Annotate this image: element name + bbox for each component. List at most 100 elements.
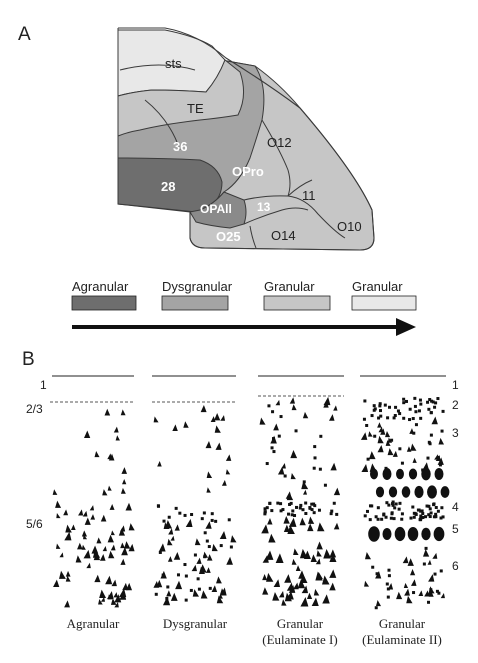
neuron-cell: [100, 596, 105, 602]
neuron-cell: [419, 514, 423, 518]
neuron-cell: [289, 501, 293, 505]
label-te: TE: [187, 101, 204, 116]
neuron-cell: [107, 534, 114, 543]
neuron-cell: [410, 568, 416, 576]
neuron-cell: [411, 417, 415, 421]
neuron-cell: [263, 510, 267, 514]
neuron-cell: [199, 566, 206, 575]
neuron-cell: [291, 558, 297, 565]
neuron-cell: [304, 511, 308, 515]
neuron-cell: [273, 423, 279, 431]
neuron-cell: [368, 431, 373, 437]
neuron-cell: [396, 468, 404, 480]
neuron-cell: [419, 416, 423, 420]
neuron-cell: [218, 593, 223, 599]
neuron-cell: [427, 513, 431, 517]
neuron-cell: [439, 516, 443, 520]
neuron-cell: [329, 549, 337, 558]
neuron-cell: [277, 466, 285, 475]
neuron-cell: [377, 435, 384, 444]
neuron-cell: [120, 487, 126, 494]
neuron-cell: [184, 598, 188, 602]
neuron-cell: [276, 501, 280, 505]
column-title-agranular: Agranular: [67, 616, 120, 631]
neuron-cell: [429, 411, 433, 415]
neuron-cell: [391, 502, 395, 506]
neuron-cell: [428, 574, 435, 582]
neuron-cell: [290, 472, 296, 480]
neuron-cell: [407, 558, 414, 566]
neuron-cell: [272, 450, 276, 454]
neuron-cell: [52, 489, 58, 495]
label-11: 11: [302, 188, 316, 203]
neuron-cell: [110, 544, 116, 551]
neuron-cell: [439, 569, 443, 573]
neuron-cell: [396, 591, 403, 600]
label-opro: OPro: [232, 164, 264, 179]
neuron-cell: [386, 416, 390, 420]
neuron-cell: [157, 461, 162, 467]
neuron-cell: [379, 414, 383, 418]
neuron-cell: [332, 501, 336, 505]
neuron-cell: [183, 563, 187, 567]
neuron-cell: [317, 522, 325, 532]
legend-label-agranular: Agranular: [72, 279, 129, 294]
neuron-cell: [267, 517, 273, 525]
neuron-cell: [421, 515, 425, 519]
neuron-cell: [128, 543, 135, 552]
neuron-cell: [412, 591, 416, 595]
neuron-cell: [317, 572, 323, 579]
neuron-cell: [421, 527, 431, 541]
neuron-cell: [418, 398, 422, 402]
neuron-cell: [108, 453, 115, 461]
neuron-cell: [429, 433, 433, 437]
layer-label-right-5: 5: [452, 522, 459, 536]
neuron-cell: [380, 517, 384, 521]
neuron-cell: [378, 402, 382, 406]
neuron-cell: [214, 425, 221, 433]
neuron-cell: [84, 430, 91, 438]
brain-map: [117, 27, 375, 251]
neuron-cell: [295, 565, 301, 571]
neuron-cell: [94, 574, 101, 583]
neuron-cell: [53, 579, 60, 588]
neuron-cell: [323, 548, 332, 559]
neuron-cell: [370, 414, 374, 418]
neuron-cell: [262, 555, 269, 563]
label-o12: O12: [267, 135, 292, 150]
neuron-cell: [98, 598, 103, 605]
neuron-cell: [404, 588, 410, 596]
neuron-cell: [270, 509, 274, 513]
neuron-cell: [313, 445, 317, 449]
neuron-cell: [316, 550, 322, 557]
neuron-cell: [99, 553, 106, 561]
neuron-cell: [259, 417, 266, 425]
neuron-cell: [329, 553, 337, 562]
neuron-cell: [392, 416, 396, 420]
neuron-cell: [120, 409, 126, 416]
neuron-cell: [416, 508, 420, 512]
neuron-cell: [178, 511, 182, 515]
neuron-cell: [426, 400, 430, 404]
neuron-cell: [183, 421, 189, 428]
layer-label-left-5-6: 5/6: [26, 517, 43, 531]
neuron-cell: [230, 535, 237, 543]
neuron-cell: [167, 515, 171, 519]
neuron-cell: [263, 512, 267, 516]
neuron-cell: [289, 397, 295, 404]
neuron-cell: [161, 573, 165, 577]
neuron-cell: [167, 556, 173, 562]
neuron-cell: [158, 543, 166, 552]
neuron-cell: [402, 556, 409, 564]
neuron-cell: [433, 405, 437, 409]
neuron-cell: [263, 507, 267, 511]
neuron-cell: [427, 559, 432, 565]
neuron-cell: [120, 558, 126, 565]
neuron-cell: [293, 582, 299, 590]
neuron-cell: [434, 454, 439, 460]
neuron-cell: [422, 562, 426, 566]
neuron-cell: [303, 489, 308, 495]
neuron-cell: [301, 480, 309, 490]
neuron-cell: [118, 528, 125, 536]
neuron-cell: [196, 557, 202, 564]
